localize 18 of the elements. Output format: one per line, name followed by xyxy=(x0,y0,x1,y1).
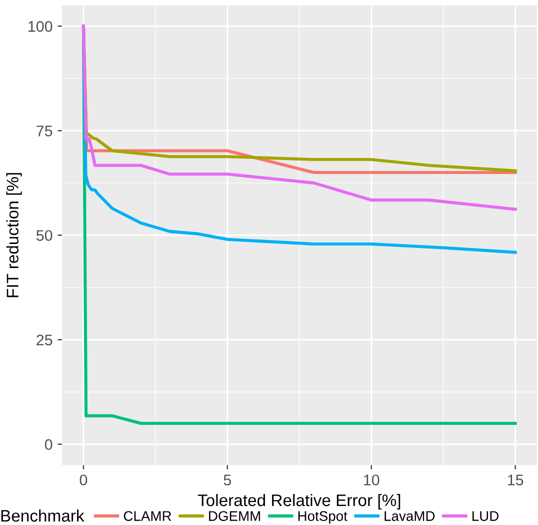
y-tick-label: 25 xyxy=(36,334,52,346)
x-axis-title: Tolerated Relative Error [%] xyxy=(198,494,400,510)
y-tick-label: 75 xyxy=(36,126,52,136)
x-tick-label: 5 xyxy=(224,474,232,486)
y-tick-label: 50 xyxy=(36,230,52,241)
y-tick-label: 0 xyxy=(44,439,52,450)
y-axis-title: FIT reduction [%] xyxy=(6,173,22,298)
legend-label: LUD xyxy=(472,511,498,521)
legend-label: DGEMM xyxy=(209,511,260,521)
legend-label: HotSpot xyxy=(298,511,348,524)
line-series xyxy=(82,24,517,211)
legend-label: CLAMR xyxy=(124,511,172,521)
y-tick-label: 100 xyxy=(28,21,52,32)
legend-label: LavaMD xyxy=(384,511,435,521)
legend-title: Benchmark xyxy=(1,509,84,522)
x-tick-label: 15 xyxy=(508,474,524,486)
x-tick-label: 0 xyxy=(80,474,88,486)
x-tick-label: 10 xyxy=(364,474,380,486)
